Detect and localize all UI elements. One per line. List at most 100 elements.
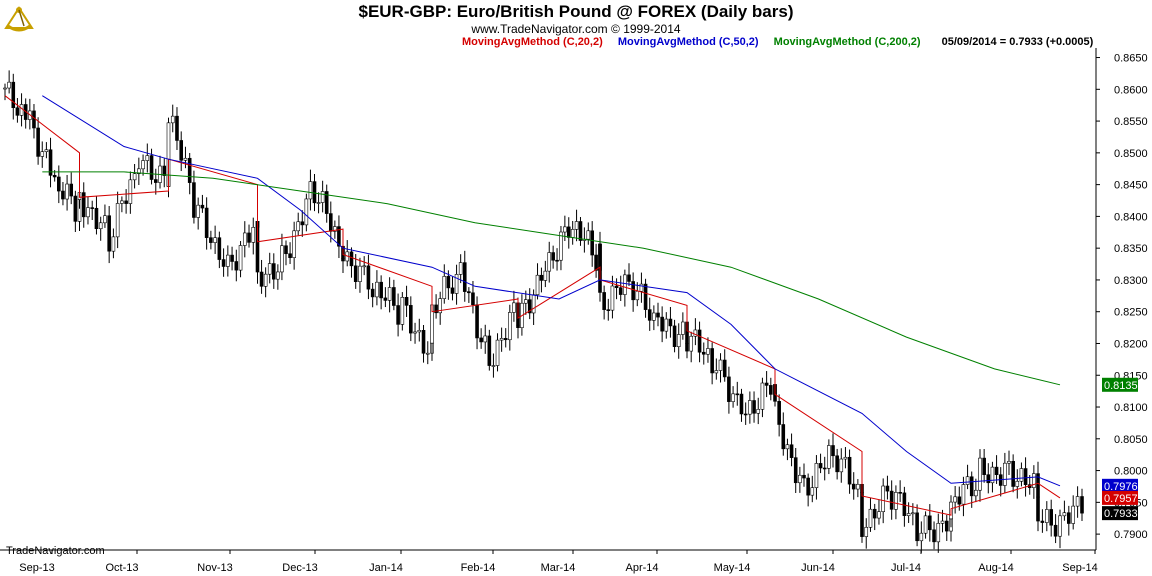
price-bar-body [889,490,894,510]
price-bar-body [328,213,333,232]
x-tick-label: Dec-13 [282,562,317,574]
price-bar-body [145,155,150,161]
price-bar-body [627,274,631,282]
price-bar-body [209,237,213,243]
last-close-flag-bg [1102,506,1138,521]
price-bar-body [400,297,405,325]
price-bar-body [524,299,528,304]
price-bar-body [586,230,591,240]
y-tick-label: 0.8450 [1114,180,1148,192]
ma50-line [42,95,1061,487]
price-bar-body [124,200,128,204]
price-bar-body [639,283,644,292]
footer-brand: TradeNavigator.com [6,545,105,557]
price-bar-body [877,511,881,519]
price-bar-body [383,297,388,301]
price-bar-body [98,222,103,230]
price-bar-body [563,226,567,233]
price-bar-body [531,294,536,314]
price-bar-body [242,232,247,246]
price-bar-body [974,489,978,497]
price-bar-body [316,202,321,204]
x-tick-label: Jan-14 [369,562,403,574]
price-bar-body [175,115,179,141]
price-bar-body [32,110,36,129]
price-bar-body [153,179,158,183]
price-bar-body [370,288,375,298]
price-bar-body [798,474,802,484]
sextant-logo-icon [2,2,36,36]
price-bar-body [685,343,689,352]
price-bar-body [864,526,869,537]
price-bar-body [111,236,116,252]
price-bar-body [333,226,337,232]
price-bar-body [65,183,69,200]
price-bar-body [366,265,371,290]
price-bar-body [547,252,552,272]
price-bar-body [932,529,936,543]
price-bar-body [221,259,226,267]
ma200-value-flag-bg [1102,377,1138,392]
price-bar-body [911,512,915,515]
price-bar-body [1071,505,1075,524]
price-bar-body [454,274,459,294]
price-bar-body [1040,520,1045,523]
price-bar-body [1053,524,1058,537]
price-bar-body [827,445,831,469]
price-bar-body [664,318,669,332]
price-bar-body [706,348,710,355]
price-bar-body [86,207,90,218]
price-bar-body [978,457,982,491]
price-bar-body [90,207,95,209]
price-bar-body [438,298,442,314]
price-bar-body [851,483,856,490]
price-bar-body [183,157,188,161]
price-bar-body [1062,512,1067,517]
price-bar-body [982,457,986,475]
price-bar-body [551,252,555,261]
price-bar-body [263,273,268,287]
price-bar-body [990,466,995,484]
price-bar-body [610,285,615,311]
x-tick-label: Apr-14 [625,562,658,574]
price-bar-body [149,155,154,180]
price-bar-body [1080,496,1084,514]
price-bar-body [781,424,786,450]
last-close-flag: 0.7933 [1104,508,1138,520]
price-bar-body [404,297,409,306]
price-bar-body [396,305,400,325]
price-bar-body [868,508,873,528]
price-bar-body [756,408,761,414]
price-bar-body [689,335,693,352]
ma50-value-flag: 0.7976 [1104,481,1138,493]
price-bar-body [292,230,296,258]
x-tick-label: Jun-14 [801,562,835,574]
price-bar-body [73,195,78,222]
price-bar-body [748,400,752,415]
price-bar-body [170,115,175,124]
price-bar-body [19,104,24,116]
price-bar-body [120,200,124,204]
price-bar-body [1075,496,1080,507]
price-bar-body [676,334,681,347]
price-bar-body [660,316,664,332]
price-bar-body [450,287,455,294]
price-bar-body [324,191,329,214]
price-bar-body [491,365,496,367]
price-bar-body [722,359,727,378]
price-bar-body [881,485,885,512]
price-bar-body [1011,460,1015,487]
price-bar-body [1049,509,1053,526]
price-bar-body [898,492,902,494]
price-bar-body [635,290,640,301]
price-bar-body [839,458,844,473]
price-bar-body [764,382,769,386]
price-bar-body [467,291,471,294]
price-bar-body [349,251,354,267]
chart-title: $EUR-GBP: Euro/British Pound @ FOREX (Da… [358,2,794,21]
x-tick-label: Sep-13 [19,562,54,574]
price-bar-body [503,338,508,341]
price-bar-body [196,204,200,218]
price-bar-body [847,456,852,485]
price-bar-body [280,245,284,273]
